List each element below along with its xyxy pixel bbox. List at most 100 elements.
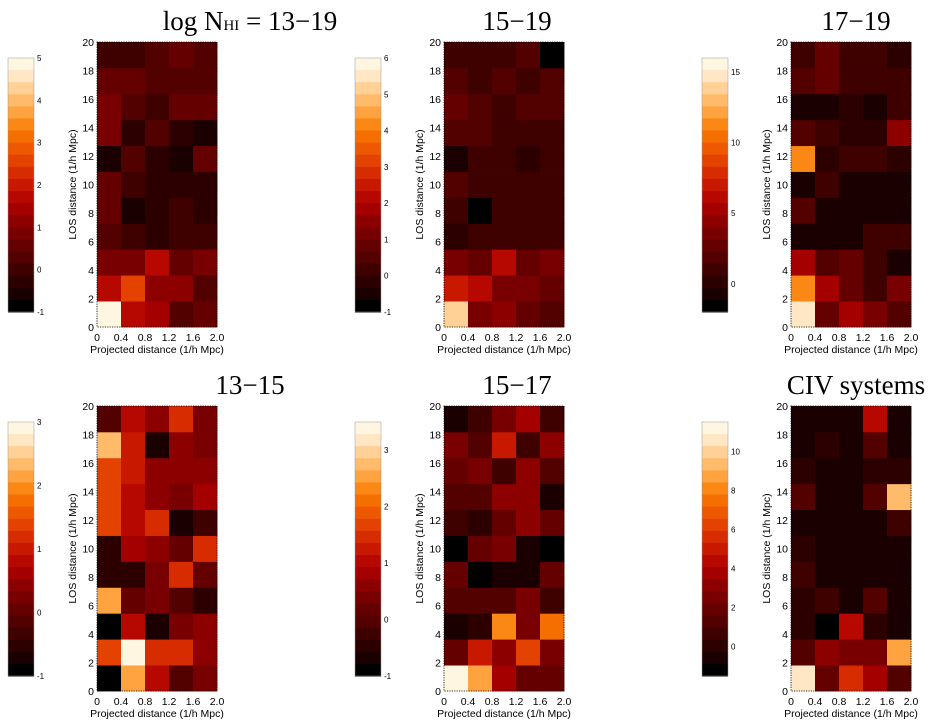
x-tick-label: 0 [94, 332, 100, 344]
colorbar-segment [355, 94, 381, 107]
heatmap-cell [492, 587, 517, 614]
heatmap-cell [791, 275, 816, 302]
colorbar-segment [8, 251, 34, 265]
colorbar-segment [702, 58, 728, 71]
heatmap-cell [444, 171, 469, 198]
heatmap-cell [887, 67, 912, 95]
colorbar-segment [702, 191, 728, 204]
x-tick-label: 1.2 [162, 332, 177, 344]
panel-title: 13−15 [215, 370, 284, 400]
heatmap-cell [839, 275, 864, 302]
colorbar-segment [8, 518, 34, 532]
colorbar-tick-label: 5 [384, 90, 389, 99]
heatmap-cell [887, 457, 912, 485]
colorbar-segment [8, 506, 34, 520]
heatmap-cell [887, 509, 912, 536]
y-tick-label: 20 [429, 401, 441, 413]
heatmap-cell [444, 483, 469, 511]
y-tick-label: 18 [429, 430, 441, 442]
colorbar-tick-label: 5 [37, 54, 42, 63]
colorbar-segment [702, 567, 728, 580]
heatmap-cell [516, 223, 541, 250]
colorbar-segment [355, 542, 381, 556]
heatmap-cell [169, 639, 194, 666]
heatmap-cell [468, 197, 493, 224]
colorbar-tick-label: -1 [384, 672, 392, 681]
heatmap-cell [193, 587, 218, 614]
heatmap-cell [540, 665, 565, 692]
colorbar-segment [355, 494, 381, 508]
heatmap-cell [468, 93, 493, 121]
colorbar-segment [8, 615, 34, 629]
heatmap-cell [121, 42, 146, 69]
heatmap-cell [145, 535, 170, 562]
colorbar-segment [702, 482, 728, 496]
x-tick-label: 2.0 [557, 696, 572, 708]
heatmap-cell [791, 301, 816, 328]
heatmap-cell [863, 406, 888, 433]
heatmap-cell [815, 406, 840, 433]
heatmap-cell [468, 223, 493, 250]
plot-frame [790, 405, 912, 692]
heatmap-cell [815, 509, 840, 536]
y-tick-label: 2 [88, 658, 94, 670]
y-tick-label: 18 [776, 430, 788, 442]
heatmap-cell [145, 197, 170, 224]
heatmap-cell [887, 561, 912, 588]
heatmap-cell [492, 145, 517, 172]
heatmap-cell [145, 639, 170, 666]
heatmap-cell [444, 406, 469, 433]
heatmap-panel: log NHI = 13−19543210-102468101214161820… [7, 6, 337, 356]
heatmap-cell [169, 406, 194, 433]
x-tick-label: 2.0 [210, 696, 225, 708]
colorbar-segment [702, 591, 728, 605]
x-tick-label: 1.2 [509, 332, 524, 344]
heatmap-cell [444, 535, 469, 562]
heatmap-cell [791, 197, 816, 224]
heatmap-cell [791, 119, 816, 147]
x-tick-label: 0 [788, 332, 794, 344]
y-tick-label: 4 [435, 265, 441, 277]
y-tick-label: 14 [82, 487, 94, 499]
heatmap-cell [193, 275, 218, 302]
colorbar-segment [355, 446, 381, 459]
colorbar-tick-label: 1 [37, 545, 42, 554]
heatmap-cell [863, 119, 888, 147]
colorbar-segment [702, 494, 728, 508]
heatmap-cell [863, 613, 888, 640]
colorbar-segment [8, 215, 34, 228]
y-tick-label: 18 [82, 66, 94, 78]
colorbar-tick-label: 4 [384, 127, 389, 136]
heatmap-cell [863, 223, 888, 250]
colorbar-segment [355, 239, 381, 253]
heatmap-cell [863, 42, 888, 69]
heatmap-cell [193, 535, 218, 562]
heatmap-cell [121, 223, 146, 250]
x-tick-label: 0.4 [808, 696, 823, 708]
heatmap-cell [887, 249, 912, 276]
colorbar-segment [8, 494, 34, 508]
colorbar-frame [701, 421, 729, 677]
x-tick-label: 0.8 [138, 696, 153, 708]
heatmap-cell [791, 535, 816, 562]
heatmap-cell [97, 587, 122, 614]
colorbar-segment [702, 615, 728, 629]
heatmap-cell [791, 406, 816, 433]
heatmap-cell [791, 223, 816, 250]
heatmap-cell [540, 613, 565, 640]
x-tick-label: 0.8 [832, 696, 847, 708]
heatmap-cell [887, 613, 912, 640]
heatmap-cell [516, 249, 541, 276]
heatmap-cell [887, 223, 912, 250]
heatmap-cell [97, 613, 122, 640]
heatmap-cell [815, 561, 840, 588]
heatmap-cell [145, 587, 170, 614]
heatmap-cell [516, 406, 541, 433]
x-axis-label: Projected distance (1/h Mpc) [437, 708, 571, 720]
y-tick-label: 6 [435, 601, 441, 613]
y-tick-label: 10 [82, 180, 94, 192]
colorbar-segment [702, 530, 728, 544]
x-axis-label: Projected distance (1/h Mpc) [784, 708, 918, 720]
panel-title: CIV systems [787, 370, 925, 400]
